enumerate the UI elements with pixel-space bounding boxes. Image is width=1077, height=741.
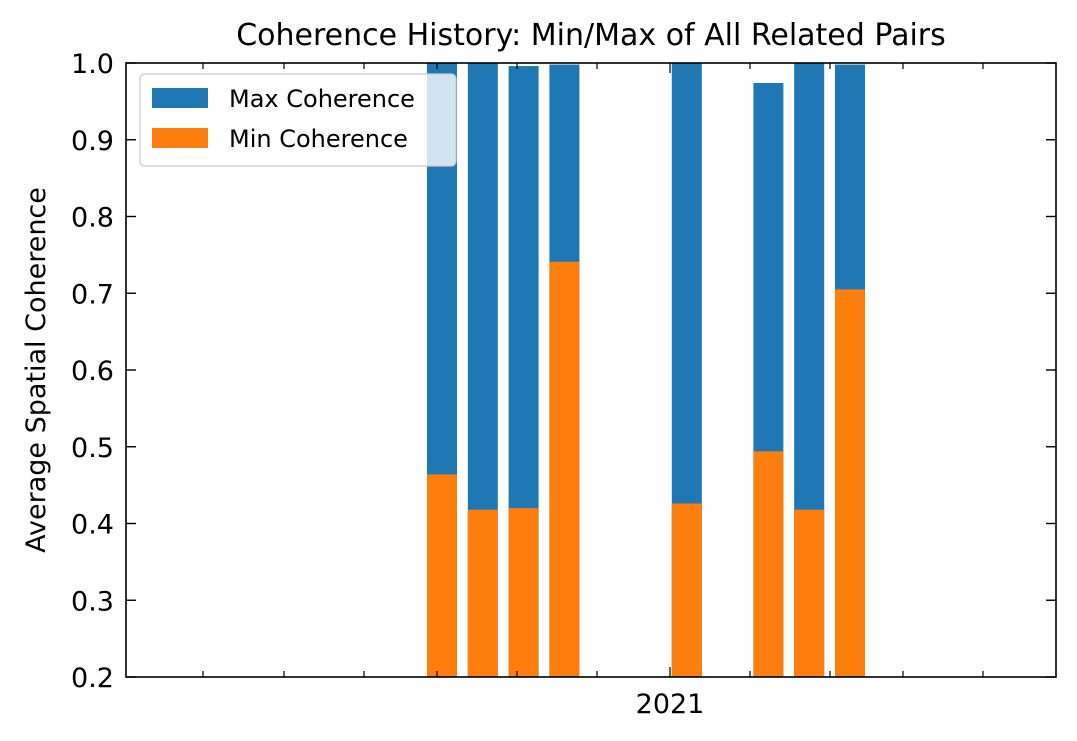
- y-tick-label: 0.7: [71, 279, 114, 310]
- legend-box: [139, 73, 457, 167]
- y-tick-label: 0.3: [71, 586, 114, 617]
- bar-min-coherence: [549, 261, 580, 677]
- bar-min-coherence: [467, 509, 498, 677]
- y-tick-label: 0.2: [71, 663, 114, 694]
- bar-min-coherence: [753, 451, 784, 677]
- legend-label: Min Coherence: [229, 125, 408, 153]
- y-tick-label: 0.4: [71, 510, 114, 541]
- legend-swatch: [152, 128, 208, 148]
- bars-group: [427, 63, 865, 677]
- bar-min-coherence: [835, 289, 865, 677]
- y-axis-label: Average Spatial Coherence: [21, 187, 52, 553]
- legend-label: Max Coherence: [229, 85, 415, 113]
- y-tick-label: 0.5: [71, 433, 114, 464]
- y-tick-label: 0.8: [71, 203, 114, 234]
- bar-min-coherence: [427, 474, 457, 677]
- y-tick-label: 1.0: [71, 49, 114, 80]
- legend: Max Coherence Min Coherence: [139, 73, 457, 167]
- y-tick-label: 0.6: [71, 356, 114, 387]
- x-tick-label: 2021: [636, 689, 705, 720]
- chart-title: Coherence History: Min/Max of All Relate…: [236, 18, 946, 53]
- bar-min-coherence: [671, 503, 702, 677]
- bar-min-coherence: [794, 509, 825, 677]
- legend-swatch: [152, 88, 208, 108]
- bar-min-coherence: [508, 508, 539, 677]
- y-tick-label: 0.9: [71, 126, 114, 157]
- axes-group: 0.2 0.3 0.4 0.5 0.6 0.7 0.8 0.9 1.0 2021: [71, 49, 1057, 720]
